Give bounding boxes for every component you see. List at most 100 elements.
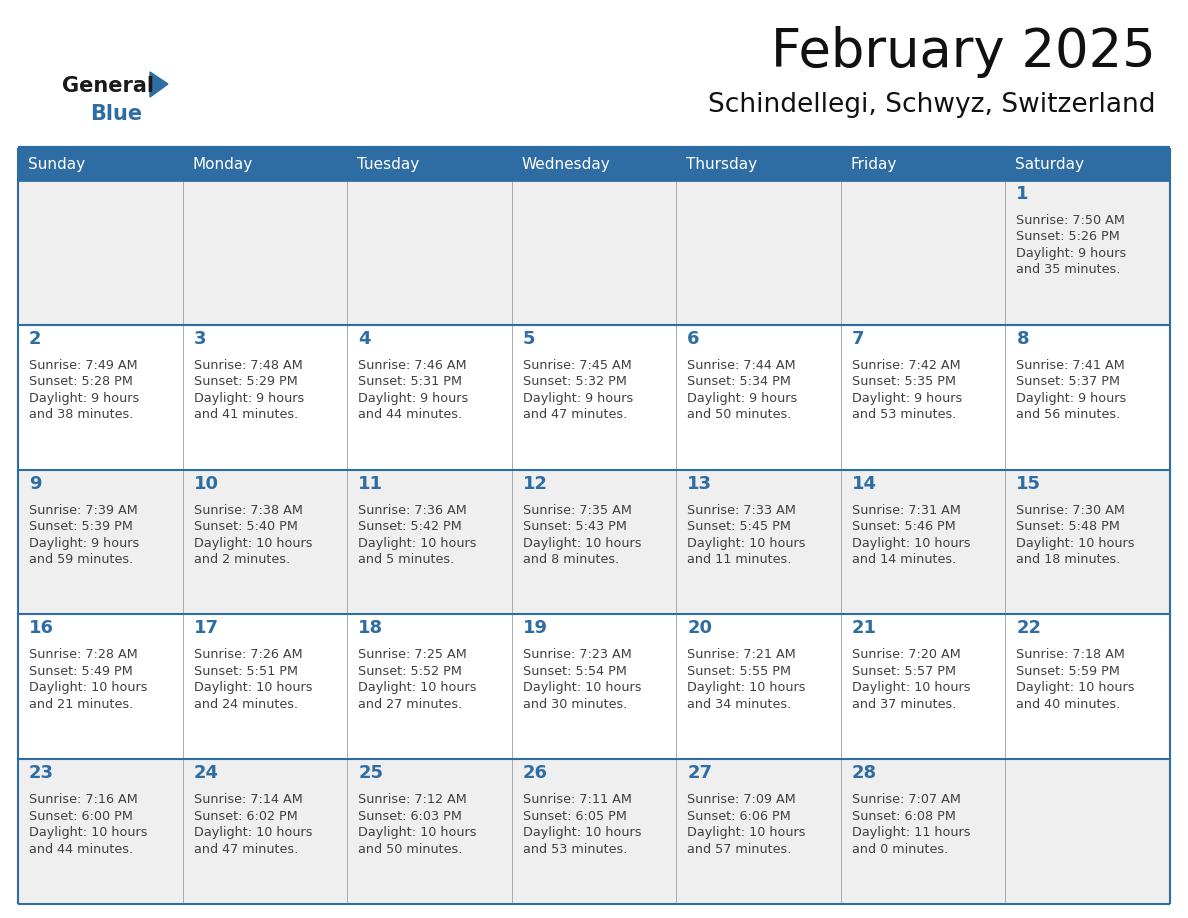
Text: Sunset: 5:48 PM: Sunset: 5:48 PM [1017, 520, 1120, 533]
Text: 21: 21 [852, 620, 877, 637]
Text: 10: 10 [194, 475, 219, 493]
Text: Sunset: 5:28 PM: Sunset: 5:28 PM [29, 375, 133, 388]
Text: Daylight: 9 hours: Daylight: 9 hours [1017, 247, 1126, 260]
Bar [183, 325, 347, 470]
Bar [183, 759, 347, 904]
Text: Sunset: 5:55 PM: Sunset: 5:55 PM [688, 665, 791, 677]
Text: and 40 minutes.: and 40 minutes. [1017, 698, 1120, 711]
Text: and 41 minutes.: and 41 minutes. [194, 409, 298, 421]
Polygon shape [150, 72, 168, 97]
Text: Daylight: 10 hours: Daylight: 10 hours [523, 826, 642, 839]
Text: Tuesday: Tuesday [358, 156, 419, 172]
Text: and 47 minutes.: and 47 minutes. [194, 843, 298, 856]
Text: 4: 4 [358, 330, 371, 348]
Text: Sunset: 5:42 PM: Sunset: 5:42 PM [358, 520, 462, 533]
Text: Sunrise: 7:25 AM: Sunrise: 7:25 AM [358, 648, 467, 661]
Text: 24: 24 [194, 764, 219, 782]
Text: Daylight: 9 hours: Daylight: 9 hours [523, 392, 633, 405]
Text: General: General [62, 76, 154, 96]
Text: Sunset: 5:46 PM: Sunset: 5:46 PM [852, 520, 955, 533]
Text: and 5 minutes.: and 5 minutes. [358, 553, 454, 566]
Text: Sunrise: 7:16 AM: Sunrise: 7:16 AM [29, 793, 138, 806]
Text: Sunday: Sunday [29, 156, 86, 172]
Text: and 11 minutes.: and 11 minutes. [688, 553, 791, 566]
Text: Sunrise: 7:26 AM: Sunrise: 7:26 AM [194, 648, 302, 661]
Text: Sunrise: 7:49 AM: Sunrise: 7:49 AM [29, 359, 138, 372]
Text: Sunrise: 7:31 AM: Sunrise: 7:31 AM [852, 503, 961, 517]
Text: Sunset: 5:34 PM: Sunset: 5:34 PM [688, 375, 791, 388]
Text: Daylight: 10 hours: Daylight: 10 hours [194, 681, 312, 694]
Text: and 18 minutes.: and 18 minutes. [1017, 553, 1120, 566]
Bar [1005, 180, 1170, 325]
Text: February 2025: February 2025 [771, 26, 1156, 78]
Text: Sunrise: 7:46 AM: Sunrise: 7:46 AM [358, 359, 467, 372]
Text: Friday: Friday [851, 156, 897, 172]
Text: and 35 minutes.: and 35 minutes. [1017, 263, 1120, 276]
Bar [512, 325, 676, 470]
Bar [18, 470, 183, 614]
Text: Daylight: 10 hours: Daylight: 10 hours [1017, 536, 1135, 550]
Text: Sunset: 5:45 PM: Sunset: 5:45 PM [688, 520, 791, 533]
Bar [18, 759, 183, 904]
Bar [841, 470, 1005, 614]
Bar [347, 470, 512, 614]
Text: Saturday: Saturday [1016, 156, 1085, 172]
Text: and 47 minutes.: and 47 minutes. [523, 409, 627, 421]
Text: and 2 minutes.: and 2 minutes. [194, 553, 290, 566]
Text: 15: 15 [1017, 475, 1042, 493]
Bar [512, 470, 676, 614]
Text: Daylight: 9 hours: Daylight: 9 hours [194, 392, 304, 405]
Text: Sunrise: 7:35 AM: Sunrise: 7:35 AM [523, 503, 632, 517]
Bar [1005, 759, 1170, 904]
Text: Daylight: 10 hours: Daylight: 10 hours [852, 681, 971, 694]
Bar [183, 180, 347, 325]
Text: Sunrise: 7:50 AM: Sunrise: 7:50 AM [1017, 214, 1125, 227]
Text: Sunset: 6:02 PM: Sunset: 6:02 PM [194, 810, 297, 823]
Text: Sunrise: 7:44 AM: Sunrise: 7:44 AM [688, 359, 796, 372]
Bar [512, 180, 676, 325]
Text: 3: 3 [194, 330, 206, 348]
Text: Daylight: 10 hours: Daylight: 10 hours [29, 681, 147, 694]
Bar [347, 180, 512, 325]
Bar [512, 148, 676, 180]
Bar [841, 759, 1005, 904]
Text: Sunset: 5:51 PM: Sunset: 5:51 PM [194, 665, 297, 677]
Text: Daylight: 9 hours: Daylight: 9 hours [852, 392, 962, 405]
Text: 5: 5 [523, 330, 536, 348]
Bar [347, 614, 512, 759]
Text: Thursday: Thursday [687, 156, 758, 172]
Bar [841, 614, 1005, 759]
Text: and 44 minutes.: and 44 minutes. [358, 409, 462, 421]
Bar [1005, 470, 1170, 614]
Text: Daylight: 10 hours: Daylight: 10 hours [194, 536, 312, 550]
Text: and 24 minutes.: and 24 minutes. [194, 698, 298, 711]
Text: 6: 6 [688, 330, 700, 348]
Text: 16: 16 [29, 620, 53, 637]
Text: Sunset: 5:57 PM: Sunset: 5:57 PM [852, 665, 956, 677]
Text: Sunset: 6:00 PM: Sunset: 6:00 PM [29, 810, 133, 823]
Text: 12: 12 [523, 475, 548, 493]
Text: Sunset: 5:35 PM: Sunset: 5:35 PM [852, 375, 956, 388]
Text: Sunset: 6:05 PM: Sunset: 6:05 PM [523, 810, 626, 823]
Text: 18: 18 [358, 620, 384, 637]
Text: Daylight: 9 hours: Daylight: 9 hours [358, 392, 468, 405]
Text: Sunrise: 7:18 AM: Sunrise: 7:18 AM [1017, 648, 1125, 661]
Text: and 27 minutes.: and 27 minutes. [358, 698, 462, 711]
Text: Daylight: 9 hours: Daylight: 9 hours [1017, 392, 1126, 405]
Bar [676, 325, 841, 470]
Text: and 57 minutes.: and 57 minutes. [688, 843, 791, 856]
Text: Sunrise: 7:23 AM: Sunrise: 7:23 AM [523, 648, 632, 661]
Text: Sunrise: 7:09 AM: Sunrise: 7:09 AM [688, 793, 796, 806]
Bar [18, 325, 183, 470]
Text: Daylight: 10 hours: Daylight: 10 hours [523, 681, 642, 694]
Bar [1005, 325, 1170, 470]
Text: Sunset: 5:26 PM: Sunset: 5:26 PM [1017, 230, 1120, 243]
Text: 22: 22 [1017, 620, 1042, 637]
Text: Sunset: 5:59 PM: Sunset: 5:59 PM [1017, 665, 1120, 677]
Bar [512, 614, 676, 759]
Bar [183, 470, 347, 614]
Text: and 30 minutes.: and 30 minutes. [523, 698, 627, 711]
Text: Daylight: 11 hours: Daylight: 11 hours [852, 826, 971, 839]
Text: 26: 26 [523, 764, 548, 782]
Text: Sunrise: 7:38 AM: Sunrise: 7:38 AM [194, 503, 303, 517]
